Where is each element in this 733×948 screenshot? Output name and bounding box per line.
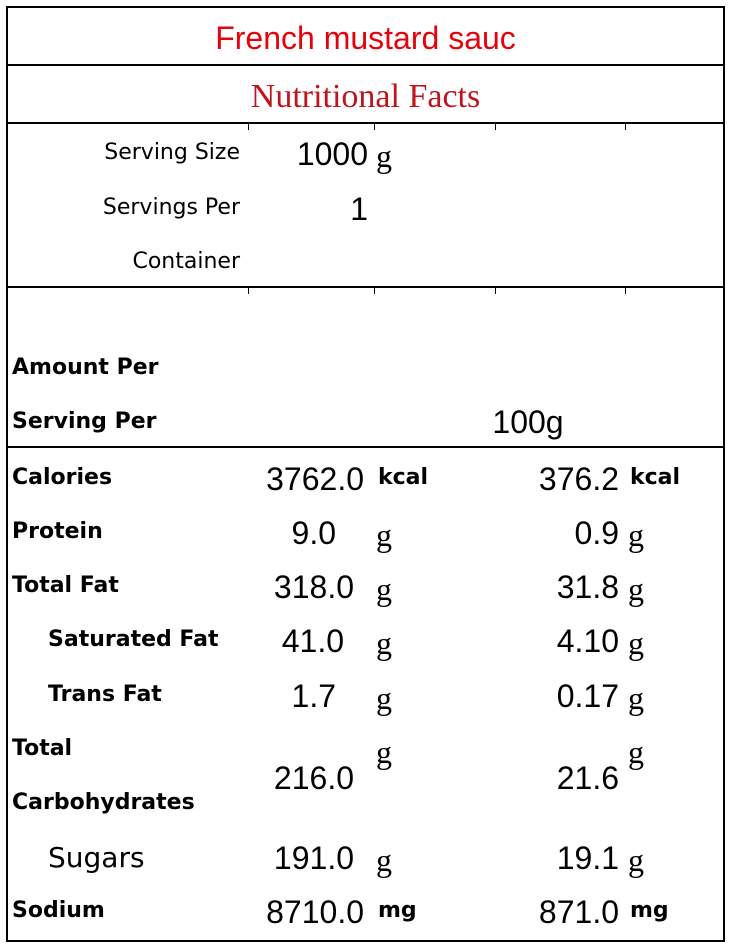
protein-total: 9.0 <box>291 515 336 551</box>
saturated-fat-total-unit: g <box>376 625 392 661</box>
calories-label: Calories <box>12 465 113 490</box>
column-tick <box>625 124 626 130</box>
sodium-total-unit: mg <box>378 898 417 923</box>
column-tick <box>625 288 626 294</box>
sugars-label: Sugars <box>48 841 145 874</box>
saturated-fat-label: Saturated Fat <box>48 627 219 652</box>
calories-per100: 376.2 <box>538 461 619 497</box>
calories-per100-unit: kcal <box>630 465 681 490</box>
total-fat-per100-unit: g <box>628 571 644 607</box>
protein-per100: 0.9 <box>574 515 619 551</box>
servings-per-label: Servings Per <box>102 195 240 220</box>
total-fat-total-unit: g <box>376 571 392 607</box>
carbohydrates-total-unit: g <box>376 734 392 770</box>
serving-divider <box>8 286 723 288</box>
saturated-fat-per100: 4.10 <box>556 623 619 659</box>
servings-per-value: 1 <box>350 191 368 227</box>
per-100g-heading: 100g <box>492 404 564 440</box>
carbohydrates-total: 216.0 <box>273 760 354 796</box>
amount-per-label: Amount Per <box>12 355 159 380</box>
carbohydrates-per100: 21.6 <box>556 760 619 796</box>
amount-divider <box>8 446 723 448</box>
protein-total-unit: g <box>376 517 392 553</box>
column-tick <box>248 288 249 294</box>
sodium-per100: 871.0 <box>538 894 619 930</box>
column-tick <box>248 124 249 130</box>
total-fat-total: 318.0 <box>273 569 354 605</box>
container-label: Container <box>132 249 240 274</box>
nutrition-label: French mustard sauc Nutritional Facts Se… <box>6 6 725 942</box>
trans-fat-total: 1.7 <box>291 678 336 714</box>
protein-per100-unit: g <box>628 517 644 553</box>
sugars-total-unit: g <box>376 842 392 878</box>
trans-fat-total-unit: g <box>376 680 392 716</box>
sodium-label: Sodium <box>12 898 105 923</box>
total-fat-label: Total Fat <box>12 573 119 598</box>
calories-total-unit: kcal <box>378 465 429 490</box>
protein-label: Protein <box>12 519 103 544</box>
total-fat-per100: 31.8 <box>556 569 619 605</box>
sugars-per100: 19.1 <box>556 840 619 876</box>
carbohydrates-label-line2: Carbohydrates <box>12 790 195 815</box>
column-tick <box>374 288 375 294</box>
carbohydrates-label-line1: Total <box>12 736 73 761</box>
saturated-fat-total: 41.0 <box>281 623 344 659</box>
serving-per-label: Serving Per <box>12 409 157 434</box>
title-divider <box>8 64 723 66</box>
trans-fat-per100: 0.17 <box>556 678 619 714</box>
saturated-fat-per100-unit: g <box>628 625 644 661</box>
subtitle-divider <box>8 122 723 124</box>
serving-size-label: Serving Size <box>104 140 240 165</box>
product-title: French mustard sauc <box>215 20 516 56</box>
sugars-total: 191.0 <box>273 840 354 876</box>
column-tick <box>495 288 496 294</box>
trans-fat-per100-unit: g <box>628 680 644 716</box>
carbohydrates-per100-unit: g <box>628 734 644 770</box>
serving-size-value: 1000 <box>296 136 368 172</box>
sugars-per100-unit: g <box>628 842 644 878</box>
serving-size-unit: g <box>376 138 392 174</box>
column-tick <box>374 124 375 130</box>
column-tick <box>495 124 496 130</box>
calories-total: 3762.0 <box>266 461 364 497</box>
trans-fat-label: Trans Fat <box>48 682 162 707</box>
sodium-per100-unit: mg <box>630 898 669 923</box>
sodium-total: 8710.0 <box>266 894 364 930</box>
section-heading: Nutritional Facts <box>250 78 481 115</box>
